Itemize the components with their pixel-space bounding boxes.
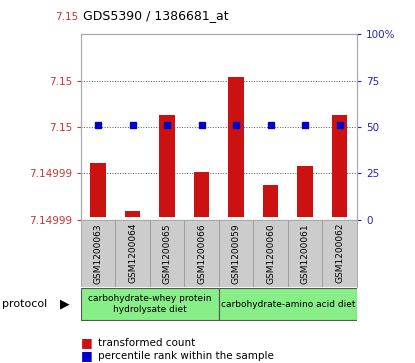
Bar — [332, 115, 347, 217]
Text: GSM1200061: GSM1200061 — [300, 223, 310, 284]
Bar — [81, 220, 115, 287]
Bar — [219, 220, 254, 287]
Bar — [288, 220, 322, 287]
Text: carbohydrate-amino acid diet: carbohydrate-amino acid diet — [221, 299, 355, 309]
Text: GSM1200062: GSM1200062 — [335, 223, 344, 284]
Bar — [298, 166, 313, 217]
Bar — [219, 289, 357, 319]
Bar — [228, 77, 244, 217]
Text: GSM1200066: GSM1200066 — [197, 223, 206, 284]
Bar — [115, 220, 150, 287]
Bar — [159, 115, 175, 217]
Bar — [322, 220, 357, 287]
Bar — [184, 220, 219, 287]
Text: ■: ■ — [81, 349, 93, 362]
Text: GDS5390 / 1386681_at: GDS5390 / 1386681_at — [83, 9, 229, 22]
Text: ■: ■ — [81, 337, 93, 350]
Text: GSM1200059: GSM1200059 — [232, 223, 241, 284]
Bar — [125, 211, 140, 217]
Bar — [150, 220, 184, 287]
Text: transformed count: transformed count — [98, 338, 195, 348]
Text: ▶: ▶ — [60, 298, 70, 310]
Bar — [263, 185, 278, 217]
Text: GSM1200065: GSM1200065 — [163, 223, 172, 284]
Text: 7.15: 7.15 — [56, 12, 79, 22]
Text: carbohydrate-whey protein
hydrolysate diet: carbohydrate-whey protein hydrolysate di… — [88, 294, 212, 314]
Text: GSM1200064: GSM1200064 — [128, 223, 137, 284]
Text: GSM1200060: GSM1200060 — [266, 223, 275, 284]
Text: percentile rank within the sample: percentile rank within the sample — [98, 351, 273, 361]
Bar — [81, 289, 219, 319]
Bar — [194, 172, 210, 217]
Text: GSM1200063: GSM1200063 — [94, 223, 103, 284]
Bar — [254, 220, 288, 287]
Bar — [90, 163, 106, 217]
Text: protocol: protocol — [2, 299, 47, 309]
